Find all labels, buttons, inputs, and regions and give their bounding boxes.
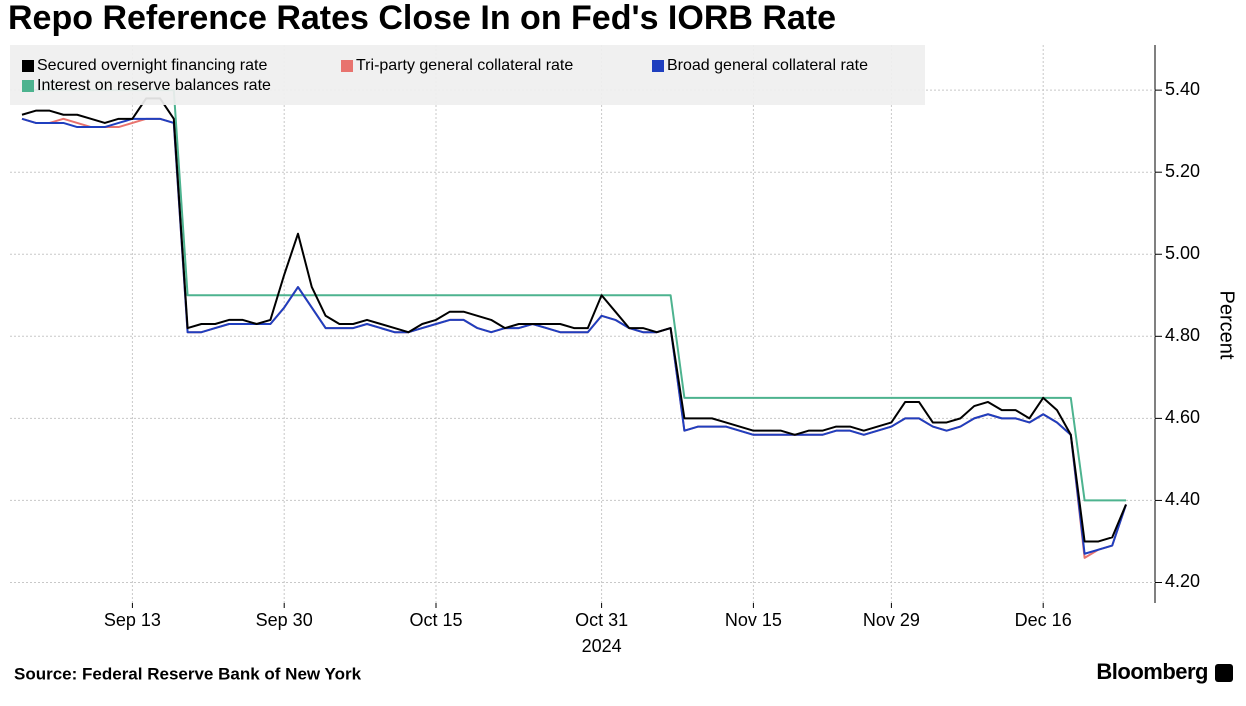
x-tick-label: Sep 30 xyxy=(256,610,313,630)
y-tick-label: 5.40 xyxy=(1165,79,1200,99)
x-tick-label: Nov 15 xyxy=(725,610,782,630)
y-axis-label: Percent xyxy=(1216,291,1238,360)
legend-label: Secured overnight financing rate xyxy=(37,57,267,74)
x-tick-label: Dec 16 xyxy=(1015,610,1072,630)
y-tick-label: 4.40 xyxy=(1165,489,1200,509)
source: Source: Federal Reserve Bank of New York xyxy=(14,664,362,683)
legend-label: Broad general collateral rate xyxy=(667,57,868,74)
x-tick-label: Oct 31 xyxy=(575,610,628,630)
series-line xyxy=(21,117,1127,555)
brand-icon xyxy=(1215,664,1233,682)
y-tick-label: 5.20 xyxy=(1165,161,1200,181)
legend-swatch xyxy=(22,60,34,72)
legend-swatch xyxy=(652,60,664,72)
x-tick-label: Nov 29 xyxy=(863,610,920,630)
series-line xyxy=(22,89,1126,502)
series-line xyxy=(21,97,1127,543)
legend-swatch xyxy=(22,80,34,92)
y-tick-label: 5.00 xyxy=(1165,243,1200,263)
brand: Bloomberg xyxy=(1096,659,1208,684)
legend-box xyxy=(10,45,925,105)
chart-title: Repo Reference Rates Close In on Fed's I… xyxy=(8,0,836,37)
y-tick-label: 4.60 xyxy=(1165,407,1200,427)
y-tick-label: 4.80 xyxy=(1165,325,1200,345)
x-tick-label: Oct 15 xyxy=(409,610,462,630)
y-tick-label: 4.20 xyxy=(1165,571,1200,591)
x-tick-label: Sep 13 xyxy=(104,610,161,630)
legend-label: Interest on reserve balances rate xyxy=(37,77,271,94)
x-year-label: 2024 xyxy=(582,636,622,656)
series-line xyxy=(21,117,1127,559)
legend-swatch xyxy=(341,60,353,72)
legend-label: Tri-party general collateral rate xyxy=(356,57,573,74)
